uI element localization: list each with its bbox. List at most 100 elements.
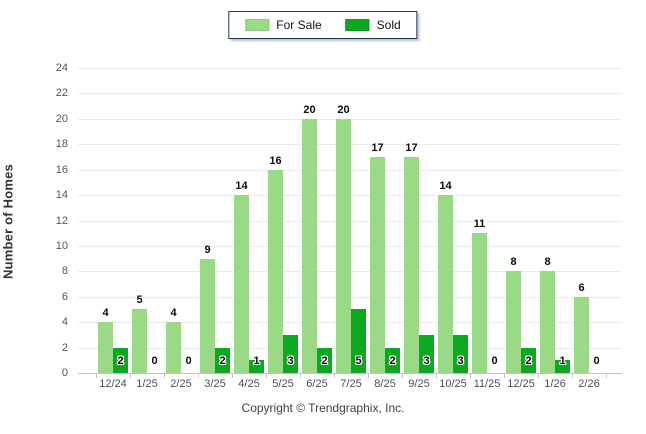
legend-label: For Sale (276, 18, 322, 32)
for-sale-value-label: 17 (371, 141, 384, 154)
sold-value-label: 1 (253, 355, 260, 367)
legend-item: For Sale (245, 18, 322, 32)
y-tick-label: 0 (61, 367, 68, 379)
for-sale-value-label: 11 (473, 218, 486, 231)
for-sale-bar (472, 233, 487, 373)
sold-value-label: 0 (491, 355, 498, 367)
x-tick-label: 9/25 (408, 378, 430, 390)
sold-value-label: 0 (185, 355, 192, 367)
for-sale-bar (336, 118, 351, 373)
for-sale-value-label: 20 (303, 103, 316, 116)
sold-bar (113, 347, 128, 373)
y-tick-label: 20 (55, 112, 68, 125)
x-tick-label: 3/25 (204, 378, 226, 390)
x-tick-mark (96, 374, 97, 378)
x-tick-label: 2/26 (578, 378, 600, 390)
copyright-text: Copyright © Trendgraphix, Inc. (241, 401, 405, 415)
for-sale-bar (438, 195, 453, 373)
x-tick-label: 2/25 (170, 378, 192, 390)
legend-swatch-icon (345, 19, 370, 31)
sold-value-label: 2 (321, 355, 328, 367)
sold-value-label: 2 (117, 355, 124, 367)
y-tick-label: 16 (55, 163, 68, 176)
x-tick-label: 1/26 (544, 378, 566, 390)
x-tick-mark (436, 374, 437, 378)
x-tick-mark (572, 374, 573, 378)
x-tick-mark (130, 374, 131, 378)
x-tick-label: 11/25 (473, 378, 501, 390)
y-tick-label: 18 (55, 138, 68, 151)
sold-bar (385, 347, 400, 373)
x-tick-label: 12/25 (507, 378, 535, 390)
x-tick-mark (606, 374, 607, 378)
for-sale-value-label: 14 (235, 180, 248, 193)
x-tick-mark (232, 374, 233, 378)
legend-label: Sold (376, 18, 401, 32)
for-sale-value-label: 20 (337, 103, 350, 116)
x-tick-mark (504, 374, 505, 378)
sold-value-label: 0 (593, 355, 600, 367)
sold-value-label: 2 (389, 355, 396, 367)
x-tick-label: 4/25 (238, 378, 260, 390)
for-sale-bar (370, 156, 385, 373)
sold-value-label: 2 (219, 355, 226, 367)
for-sale-bar (540, 271, 555, 373)
for-sale-bar (574, 296, 589, 373)
sold-value-label: 3 (423, 355, 430, 367)
gridline (78, 93, 622, 95)
y-tick-label: 2 (61, 341, 68, 354)
x-tick-mark (266, 374, 267, 378)
sold-bar (283, 334, 298, 373)
sold-value-label: 0 (151, 355, 158, 367)
for-sale-value-label: 9 (204, 243, 211, 256)
x-tick-label: 6/25 (306, 378, 328, 390)
chart-legend: For Sale Sold (228, 11, 418, 39)
for-sale-bar (302, 118, 317, 373)
for-sale-value-label: 4 (170, 307, 177, 320)
x-tick-mark (164, 374, 165, 378)
x-tick-label: 5/25 (272, 378, 294, 390)
for-sale-value-label: 4 (102, 307, 109, 320)
sold-value-label: 3 (457, 355, 464, 367)
legend-item: Sold (345, 18, 401, 32)
x-tick-mark (470, 374, 471, 378)
for-sale-bar (200, 258, 215, 373)
sold-bar (419, 334, 434, 373)
sold-bar (215, 347, 230, 373)
sold-bar (249, 360, 264, 373)
sold-value-label: 5 (355, 355, 362, 367)
sold-bar (521, 347, 536, 373)
x-tick-label: 10/25 (439, 378, 467, 390)
gridline (78, 68, 622, 69)
sold-bar (453, 334, 468, 373)
x-tick-mark (368, 374, 369, 378)
y-tick-label: 4 (61, 316, 68, 329)
for-sale-value-label: 16 (269, 154, 282, 167)
x-tick-mark (402, 374, 403, 378)
x-tick-mark (334, 374, 335, 378)
x-axis-line (78, 373, 622, 374)
for-sale-bar (404, 156, 419, 373)
x-tick-label: 1/25 (136, 378, 158, 390)
sold-value-label: 1 (559, 355, 566, 367)
sold-bar (351, 309, 366, 373)
x-tick-label: 7/25 (340, 378, 362, 390)
y-tick-label: 10 (55, 239, 68, 252)
for-sale-bar (98, 322, 113, 373)
x-tick-mark (198, 374, 199, 378)
for-sale-value-label: 8 (544, 256, 551, 269)
plot-area: 4 2 5 0 4 0 9 2 14 1 16 3 20 2 20 5 17 2 17 3 14 3 11 0 8 2 8 1 6 0 (78, 68, 622, 378)
y-tick-label: 14 (55, 189, 68, 202)
for-sale-value-label: 14 (439, 180, 452, 193)
for-sale-bar (166, 322, 181, 373)
for-sale-bar (234, 195, 249, 373)
for-sale-value-label: 6 (578, 281, 585, 294)
sold-value-label: 3 (287, 355, 294, 367)
for-sale-bar (132, 309, 147, 373)
y-tick-label: 22 (55, 87, 68, 100)
y-axis-title: Number of Homes (0, 164, 16, 279)
for-sale-value-label: 8 (510, 256, 517, 269)
sold-bar (317, 347, 332, 373)
sold-value-label: 2 (525, 355, 532, 367)
y-tick-label: 8 (61, 265, 68, 278)
